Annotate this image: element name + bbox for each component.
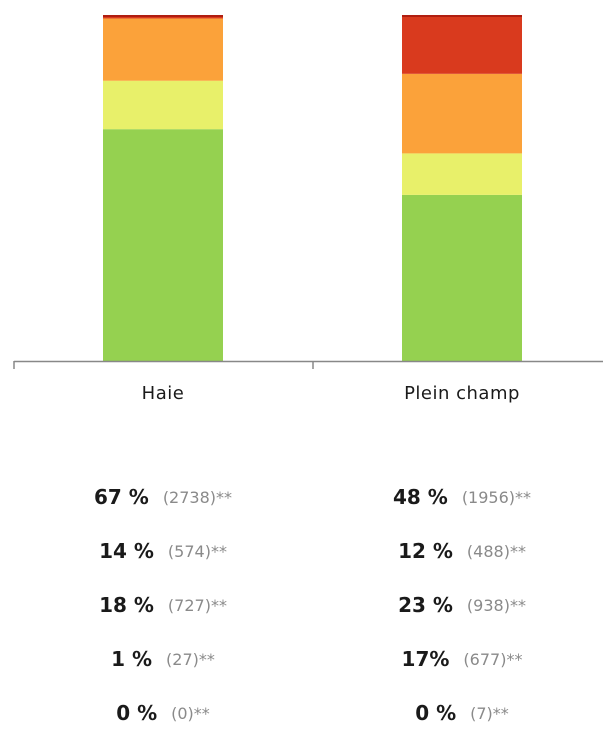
bar-top-edge [402,15,522,17]
stat-row: 12 % (488) ** [332,524,592,578]
bar-segment-haie-1 [103,129,223,361]
stat-percent: 12 % [398,539,453,563]
stat-percent: 1 % [111,647,153,671]
stat-row: 67 % (2738) ** [33,470,293,524]
stat-row: 17% (677) ** [332,632,592,686]
bar-segment-plein-champ-3 [402,73,522,154]
stat-percent: 23 % [398,593,453,617]
stat-count: (7) [470,703,493,723]
bar-segment-plein-champ-2 [402,153,522,195]
stat-row: 23 % (938) ** [332,578,592,632]
bar-segment-plein-champ-1 [402,194,522,361]
stats-column-haie: 67 % (2738) ** 14 % (574) ** 18 % (727) ** … [33,470,293,740]
stacked-bar-chart [13,15,603,369]
stat-percent: 48 % [392,485,448,509]
significance-mark: ** [198,649,215,669]
stat-percent: 17% [401,647,450,671]
stat-count: (574) [167,541,211,561]
stat-count: (0) [171,703,194,723]
bar-top-edge [103,15,223,17]
significance-mark: ** [216,487,233,507]
stat-count: (488) [466,541,510,561]
significance-mark: ** [210,541,227,561]
stat-row: 48 % (1956) ** [332,470,592,524]
stat-percent: 18 % [99,593,154,617]
significance-mark: ** [492,703,509,723]
stat-row: 1 % (27) ** [33,632,293,686]
bar-segment-haie-2 [103,80,223,130]
stat-count: (727) [167,595,211,615]
category-label-haie: Haie [141,383,185,404]
stat-row: 0 % (0) ** [33,686,293,740]
stat-percent: 67 % [93,485,149,509]
significance-mark: ** [509,595,526,615]
stat-count: (2738) [162,487,217,507]
stat-percent: 0 % [415,701,457,725]
significance-mark: ** [210,595,227,615]
category-label-plein-champ: Plein champ [404,383,520,404]
stats-column-plein-champ: 48 % (1956) ** 12 % (488) ** 23 % (938) ** … [332,470,592,740]
stat-row: 18 % (727) ** [33,578,293,632]
stat-row: 14 % (574) ** [33,524,293,578]
stat-count: (938) [466,595,510,615]
significance-mark: ** [193,703,210,723]
stat-percent: 0 % [116,701,158,725]
stat-count: (27) [166,649,199,669]
significance-mark: ** [515,487,532,507]
stat-percent: 14 % [99,539,154,563]
stat-count: (1956) [461,487,516,507]
stat-row: 0 % (7) ** [332,686,592,740]
significance-mark: ** [509,541,526,561]
bar-segment-plein-champ-4 [402,15,522,74]
significance-mark: ** [506,649,523,669]
bar-segment-haie-3 [103,18,223,81]
stat-count: (677) [463,649,507,669]
